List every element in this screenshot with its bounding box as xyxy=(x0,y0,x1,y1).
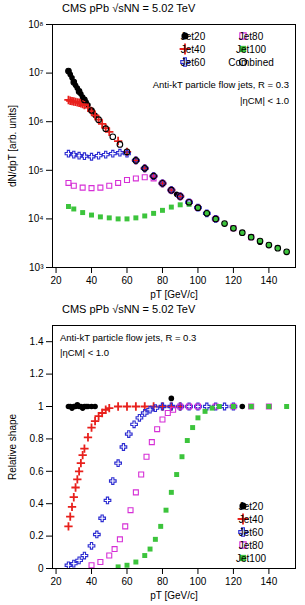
svg-text:60: 60 xyxy=(121,576,133,587)
svg-text:Jet20: Jet20 xyxy=(239,501,264,512)
svg-text:10⁵: 10⁵ xyxy=(28,165,43,176)
svg-text:0.6: 0.6 xyxy=(30,466,44,477)
html-text:CMS pPb √sNN = 5.02 TeV: CMS pPb √sNN = 5.02 TeV xyxy=(62,2,196,14)
svg-text:0: 0 xyxy=(38,563,44,574)
svg-text:|ηCM| < 1.0: |ηCM| < 1.0 xyxy=(60,347,109,358)
svg-text:20: 20 xyxy=(50,576,62,587)
svg-text:10⁴: 10⁴ xyxy=(28,213,43,224)
svg-text:10⁸: 10⁸ xyxy=(28,19,43,30)
svg-text:Jet20: Jet20 xyxy=(181,31,206,42)
svg-text:Relative shape: Relative shape xyxy=(7,413,18,480)
svg-text:Jet40: Jet40 xyxy=(239,514,264,525)
svg-text:Anti-kT particle flow jets, R: Anti-kT particle flow jets, R = 0.3 xyxy=(60,332,196,343)
svg-text:Jet60: Jet60 xyxy=(181,57,206,68)
svg-text:60: 60 xyxy=(121,275,133,286)
svg-text:Jet40: Jet40 xyxy=(181,44,206,55)
svg-text:pT [GeV/c]: pT [GeV/c] xyxy=(150,590,198,601)
svg-text:1: 1 xyxy=(38,401,44,412)
svg-text:140: 140 xyxy=(261,275,278,286)
svg-text:1.2: 1.2 xyxy=(30,368,44,379)
svg-text:100: 100 xyxy=(190,576,207,587)
svg-text:80: 80 xyxy=(157,275,169,286)
svg-text:0.4: 0.4 xyxy=(30,498,44,509)
svg-text:|ηCM| < 1.0: |ηCM| < 1.0 xyxy=(240,95,289,106)
svg-text:Jet100: Jet100 xyxy=(236,553,266,564)
svg-text:Anti-kT particle flow jets, R: Anti-kT particle flow jets, R = 0.3 xyxy=(153,79,289,90)
svg-text:Jet100: Jet100 xyxy=(236,44,266,55)
svg-text:40: 40 xyxy=(86,275,98,286)
svg-text:1.4: 1.4 xyxy=(30,336,44,347)
svg-text:Jet60: Jet60 xyxy=(239,527,264,538)
svg-text:80: 80 xyxy=(157,576,169,587)
svg-text:dN/dpT [arb. units]: dN/dpT [arb. units] xyxy=(7,105,18,187)
svg-text:10⁶: 10⁶ xyxy=(28,116,43,127)
svg-text:Jet80: Jet80 xyxy=(239,31,264,42)
svg-text:120: 120 xyxy=(225,275,242,286)
svg-text:0.8: 0.8 xyxy=(30,433,44,444)
svg-text:40: 40 xyxy=(86,576,98,587)
html-text:CMS pPb √sNN = 5.02 TeV: CMS pPb √sNN = 5.02 TeV xyxy=(62,303,196,315)
svg-text:100: 100 xyxy=(190,275,207,286)
svg-text:0.2: 0.2 xyxy=(30,530,44,541)
svg-text:10⁷: 10⁷ xyxy=(29,67,44,78)
svg-text:Jet80: Jet80 xyxy=(239,540,264,551)
svg-text:20: 20 xyxy=(50,275,62,286)
svg-text:140: 140 xyxy=(261,576,278,587)
svg-text:120: 120 xyxy=(225,576,242,587)
svg-text:10³: 10³ xyxy=(29,262,44,273)
svg-text:pT [GeV/c]: pT [GeV/c] xyxy=(150,289,198,300)
svg-text:Combined: Combined xyxy=(228,57,274,68)
